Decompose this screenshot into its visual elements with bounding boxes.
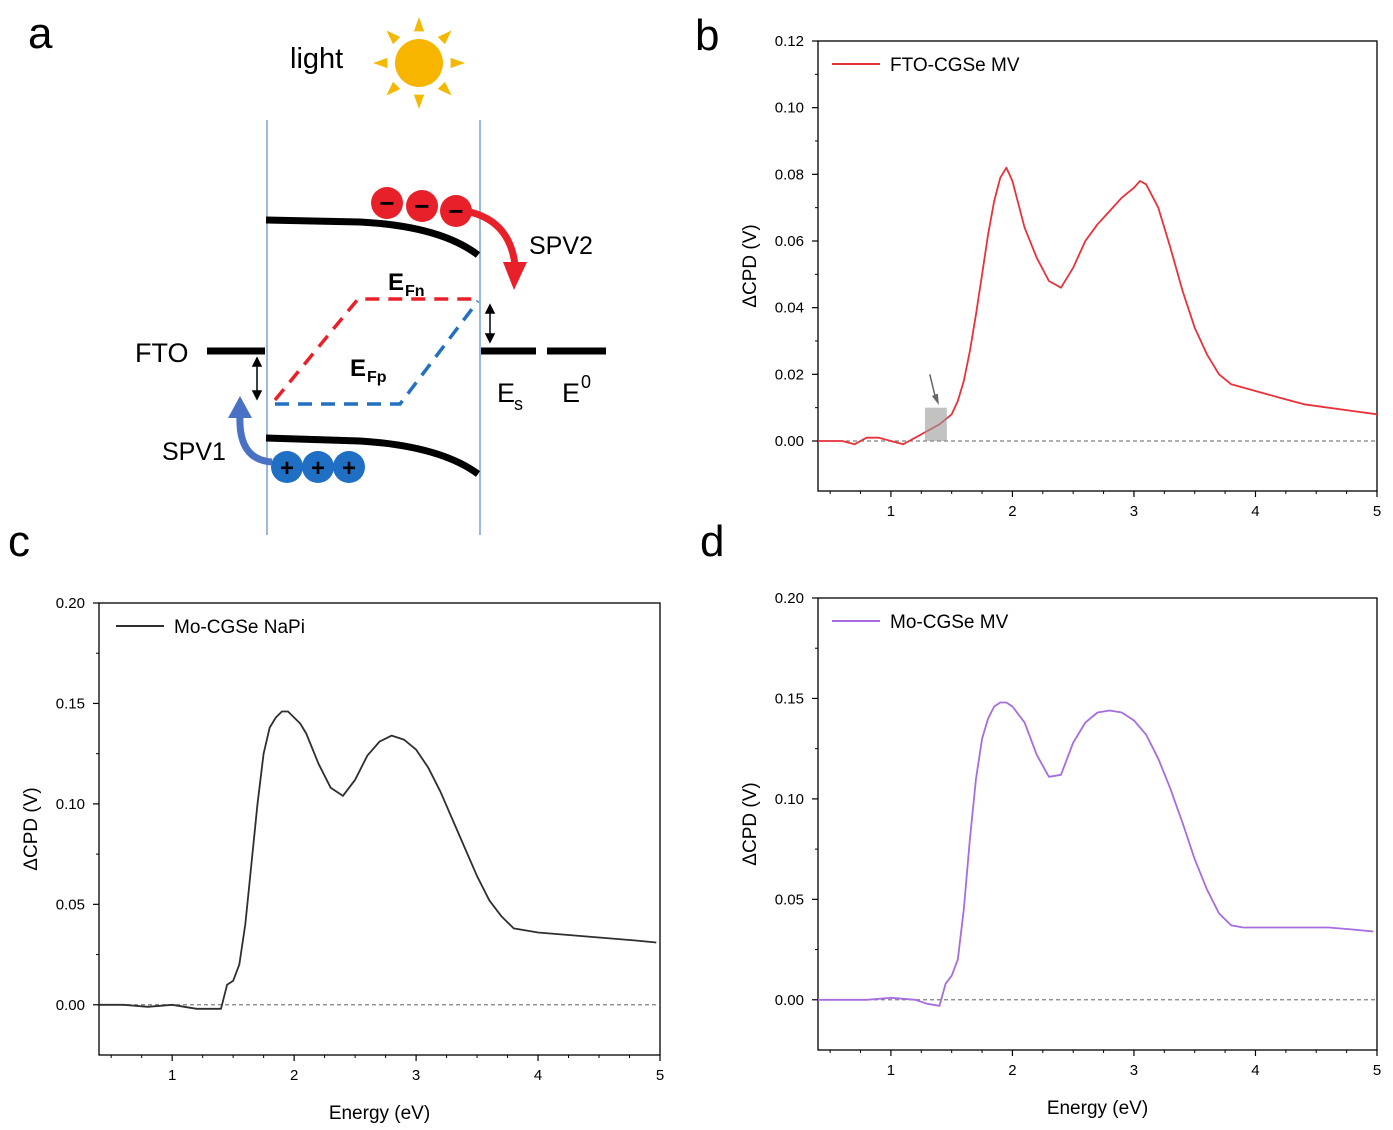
sun-ray [413, 17, 425, 32]
y-tick-label: 0.06 [775, 233, 804, 250]
panel-label-c: c [8, 517, 30, 566]
y-tick-label: 0.10 [775, 791, 804, 808]
x-tick-label: 3 [1130, 1062, 1138, 1079]
fto-label: FTO [135, 338, 189, 368]
x-tick-label: 5 [656, 1067, 664, 1084]
svg-text:E: E [497, 378, 515, 408]
onset-highlight-box [924, 407, 947, 441]
legend-entry: Mo-CGSe MV [890, 612, 1009, 633]
y-tick-label: 0.00 [56, 997, 85, 1014]
sun-ray [413, 94, 425, 109]
minus-icon: − [414, 191, 429, 221]
conduction-band [265, 216, 481, 258]
svg-text:E: E [562, 378, 580, 408]
x-tick-label: 2 [290, 1067, 298, 1084]
holes: + + + [271, 451, 365, 483]
spv1-label: SPV1 [162, 438, 226, 466]
series-line [99, 710, 657, 1010]
x-tick-label: 2 [1008, 1062, 1016, 1079]
e0-label: E 0 [562, 372, 591, 408]
efp-label: E Fp [350, 355, 387, 386]
x-tick-label: 3 [412, 1067, 420, 1084]
y-axis-label: ΔCPD (V) [740, 782, 761, 865]
y-tick-label: 0.10 [775, 100, 804, 117]
legend-entry: Mo-CGSe NaPi [174, 617, 305, 638]
y-tick-label: 0.10 [56, 796, 85, 813]
sun-ray [437, 81, 452, 96]
y-tick-label: 0.20 [775, 590, 804, 607]
x-tick-label: 1 [887, 503, 895, 520]
y-tick-label: 0.05 [56, 896, 85, 913]
y-tick-label: 0.00 [775, 992, 804, 1009]
spv1-double-arrow [251, 356, 263, 401]
panel-label-b: b [695, 11, 719, 60]
sun-ray [437, 30, 452, 45]
plus-icon: + [311, 455, 325, 482]
sun-ray [450, 57, 465, 69]
y-tick-label: 0.15 [775, 690, 804, 707]
plus-icon: + [342, 455, 356, 482]
plot-frame [98, 602, 661, 1056]
efp-dashed-line [275, 299, 480, 406]
sun-icon [373, 17, 465, 109]
light-label: light [290, 43, 343, 75]
y-tick-label: 0.12 [775, 33, 804, 50]
electrons: − − − [371, 187, 472, 227]
spv2-arrow [469, 208, 527, 290]
chart-panel-d: 1 2 3 4 5 0.00 0.05 0.10 0.15 0.20 ΔCPD (V) Energy … [740, 590, 1381, 1119]
y-tick-label: 0.15 [56, 695, 85, 712]
spv2-double-arrow [484, 303, 496, 344]
svg-text:E: E [388, 269, 404, 296]
x-tick-label: 3 [1130, 503, 1138, 520]
x-tick-label: 5 [1373, 1062, 1381, 1079]
onset-arrow-head [931, 393, 939, 405]
svg-text:s: s [514, 394, 523, 414]
plot-frame [817, 597, 1378, 1051]
svg-text:Fp: Fp [367, 369, 387, 386]
x-tick-label: 4 [1251, 1062, 1259, 1079]
series-line [818, 701, 1374, 1007]
svg-text:Fn: Fn [405, 283, 425, 300]
valence-band [265, 434, 481, 477]
x-tick-label: 4 [1251, 503, 1259, 520]
minus-icon: − [448, 196, 463, 226]
spv1-arrow [228, 396, 273, 466]
y-tick-label: 0.04 [775, 300, 804, 317]
x-axis-label: Energy (eV) [329, 1103, 430, 1124]
plot-frame [817, 40, 1378, 492]
y-axis-label: ΔCPD (V) [21, 787, 42, 870]
es-label: E s [497, 378, 523, 414]
panel-label-d: d [700, 517, 724, 566]
x-tick-label: 1 [887, 1062, 895, 1079]
panel-label-a: a [28, 9, 53, 58]
x-axis-label: Energy (eV) [1047, 1098, 1148, 1119]
band-diagram: light FTO E s E 0 E Fn [135, 17, 606, 535]
chart-panel-b: 1 2 3 4 5 0.00 0.02 0.04 0.06 0.08 0.10 0.12 ΔCPD (V… [740, 33, 1381, 520]
sun-ray [373, 57, 388, 69]
svg-text:0: 0 [581, 372, 591, 392]
y-tick-label: 0.08 [775, 166, 804, 183]
y-tick-label: 0.02 [775, 366, 804, 383]
chart-panel-c: 1 2 3 4 5 0.00 0.05 0.10 0.15 0.20 ΔCPD (V) Energy … [21, 595, 664, 1124]
efn-dashed-line [273, 297, 478, 402]
svg-text:E: E [350, 355, 366, 382]
y-tick-label: 0.05 [775, 891, 804, 908]
x-tick-label: 4 [534, 1067, 542, 1084]
efn-label: E Fn [388, 269, 425, 300]
sun-ray [386, 30, 401, 45]
plus-icon: + [280, 455, 294, 482]
y-axis-label: ΔCPD (V) [740, 224, 761, 307]
minus-icon: − [379, 188, 394, 218]
x-tick-label: 2 [1008, 503, 1016, 520]
y-tick-label: 0.20 [56, 595, 85, 612]
series-line [818, 166, 1378, 446]
legend-entry: FTO-CGSe MV [890, 55, 1020, 76]
x-tick-label: 5 [1373, 503, 1381, 520]
spv2-label: SPV2 [529, 232, 593, 260]
sun-ray [386, 81, 401, 96]
y-tick-label: 0.00 [775, 433, 804, 450]
x-tick-label: 1 [168, 1067, 176, 1084]
